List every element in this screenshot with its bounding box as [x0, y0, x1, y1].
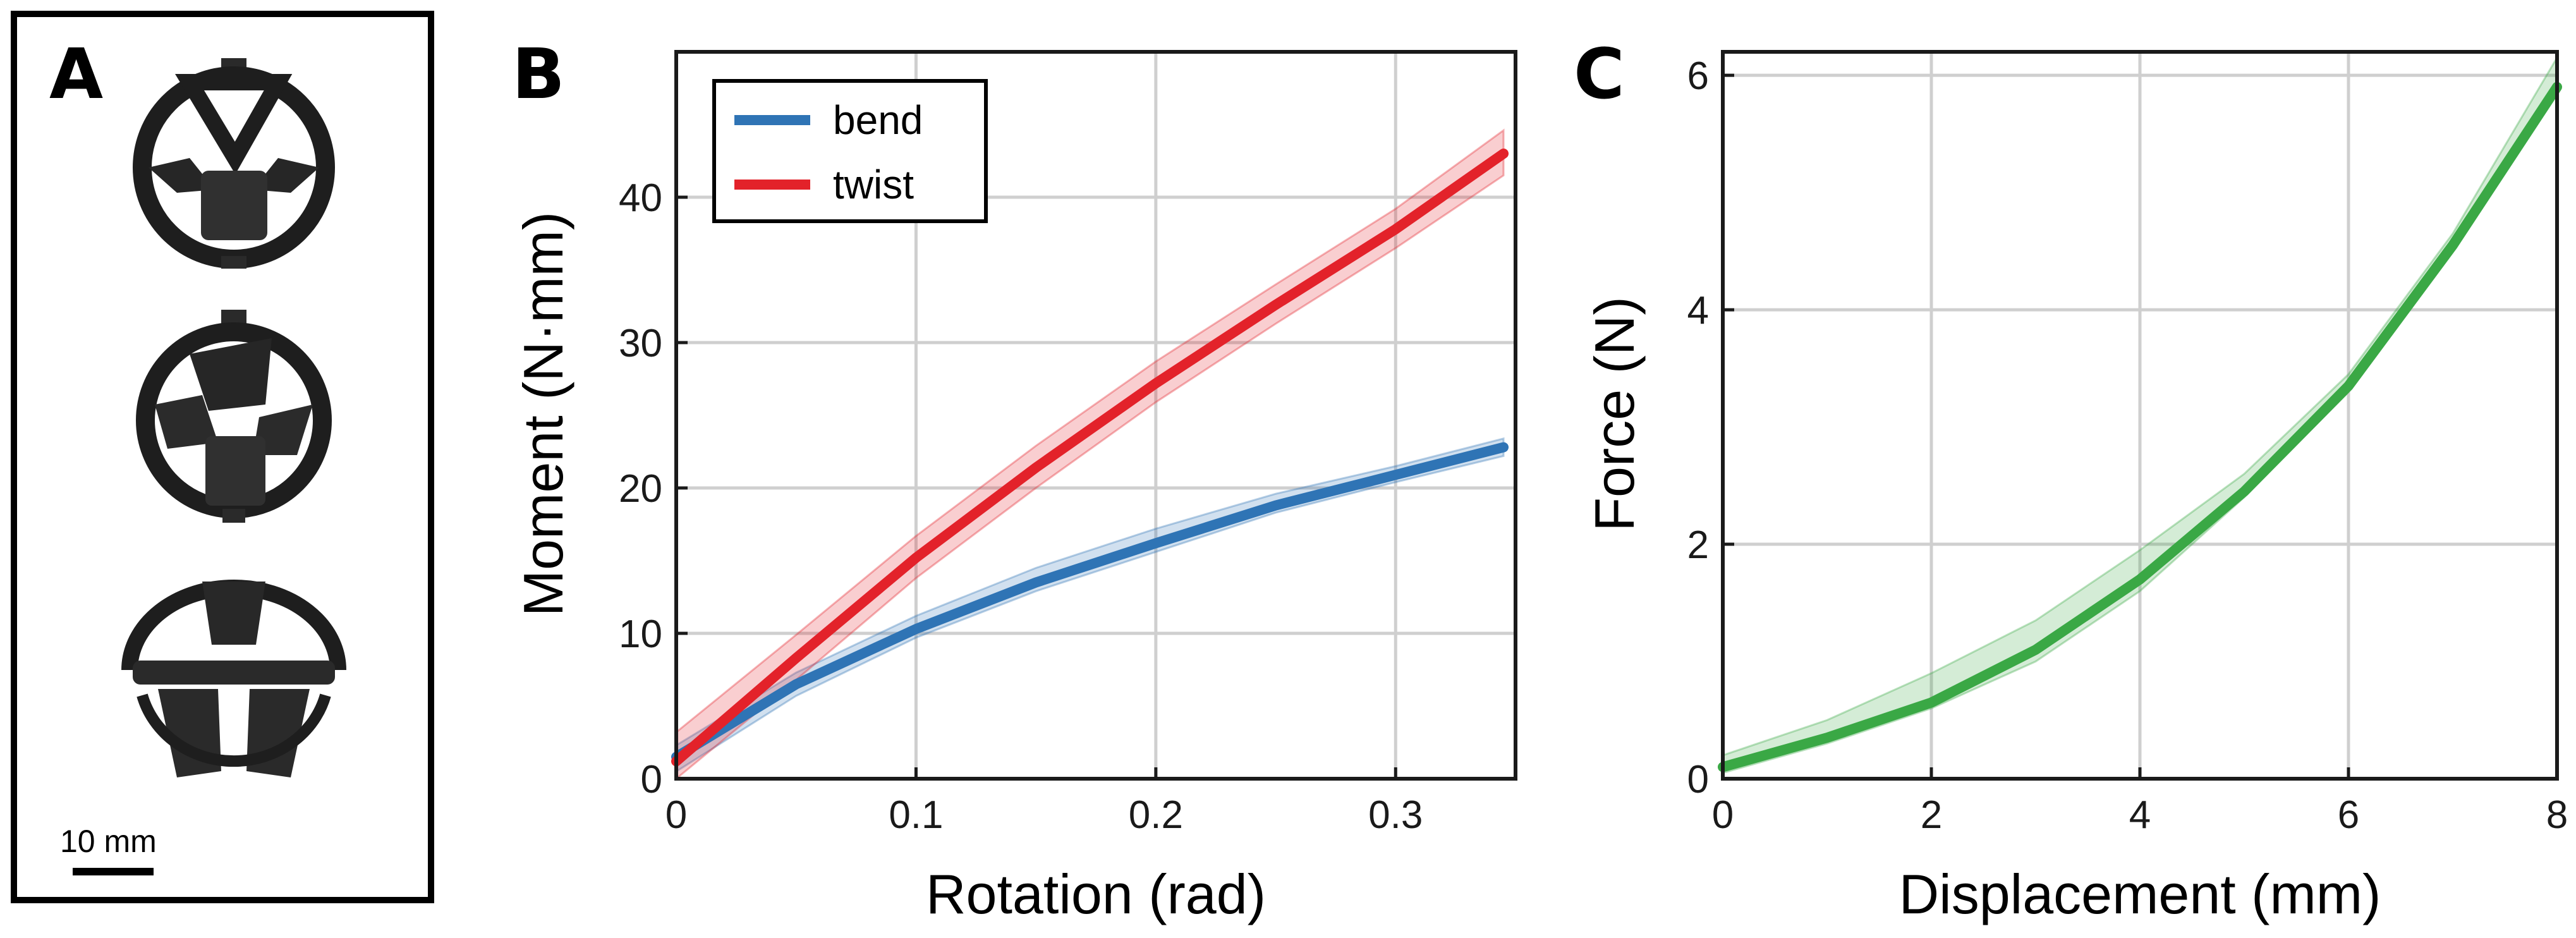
- panel-c-ticks: 0 2 4 6 8 0 2 4 6: [1687, 54, 2568, 837]
- y-tick-label: 4: [1687, 289, 1709, 332]
- panel-a-letter: A: [49, 34, 103, 114]
- y-tick-label: 30: [619, 322, 662, 365]
- panel-b-ticks: 0 0.1 0.2 0.3 0 10 20 30 40: [619, 176, 1423, 837]
- panel-b-letter: B: [512, 34, 565, 114]
- specimen-photo-3: [121, 580, 346, 777]
- x-tick-label: 0.2: [1129, 793, 1183, 837]
- y-tick-label: 40: [619, 176, 662, 220]
- panel-b-y-axis-label: Moment (N·mm): [512, 212, 574, 616]
- panel-b-axes-frame: [674, 50, 1517, 781]
- series-line-twist: [671, 149, 1509, 767]
- specimen-photo-1: [133, 58, 335, 269]
- panel-b: B 0 0.1 0.2 0.3 0 10 20 30 40 Rotation (rad) Mom…: [512, 34, 1517, 925]
- panel-b-legend: bend twist: [712, 79, 988, 223]
- legend-twist-label: twist: [833, 162, 914, 207]
- panel-c: C 0 2 4 6 8 0 2 4 6 Displacement (mm) Force (N): [1574, 34, 2568, 925]
- panel-c-x-axis-label: Displacement (mm): [1899, 863, 2381, 925]
- y-tick-label: 0: [1687, 758, 1709, 801]
- y-tick-label: 10: [619, 612, 662, 656]
- x-tick-label: 2: [1921, 793, 1942, 837]
- scale-bar: [73, 868, 154, 875]
- specimen-photo-2: [136, 310, 332, 523]
- x-tick-label: 0.3: [1368, 793, 1423, 837]
- x-tick-label: 0.1: [889, 793, 943, 837]
- legend-box: [712, 79, 988, 223]
- series-line-bend: [671, 442, 1509, 762]
- panel-b-lines: [671, 149, 1509, 767]
- x-tick-label: 4: [2129, 793, 2151, 837]
- panel-c-lines: [1718, 82, 2562, 772]
- x-tick-label: 0: [1712, 793, 1734, 837]
- series-line-force: [1718, 82, 2562, 772]
- y-tick-label: 6: [1687, 54, 1709, 98]
- x-tick-label: 0: [665, 793, 687, 837]
- y-tick-label: 2: [1687, 523, 1709, 567]
- y-tick-label: 20: [619, 467, 662, 511]
- y-tick-label: 0: [641, 758, 662, 801]
- panel-c-grid: [1723, 52, 2559, 779]
- scale-bar-label: 10 mm: [60, 824, 157, 859]
- x-tick-label: 8: [2546, 793, 2568, 837]
- panel-b-x-axis-label: Rotation (rad): [926, 863, 1266, 925]
- panel-c-letter: C: [1574, 34, 1625, 114]
- panel-c-y-axis-label: Force (N): [1583, 296, 1646, 532]
- panel-a: A 10 mm: [11, 11, 434, 903]
- x-tick-label: 6: [2338, 793, 2359, 837]
- legend-bend-label: bend: [833, 97, 923, 143]
